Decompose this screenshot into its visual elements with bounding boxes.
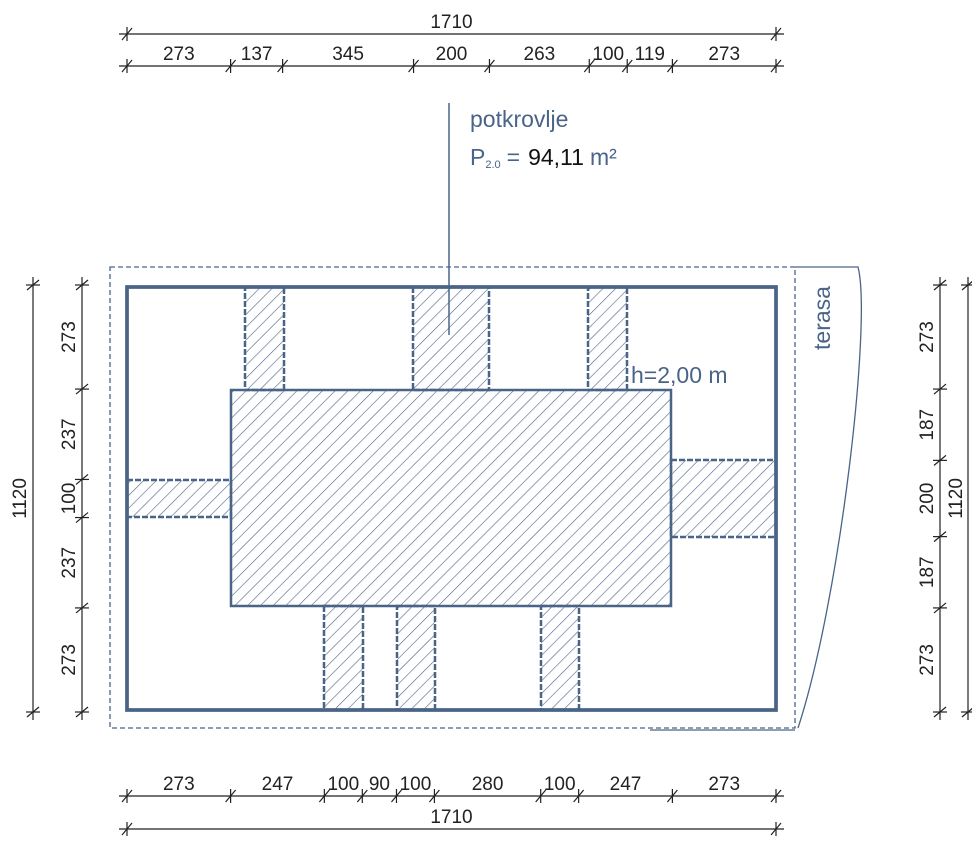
dimension-label: 100 — [327, 774, 359, 795]
terrace-edge — [650, 266, 862, 731]
dimension-label: 137 — [241, 44, 273, 65]
dimension-label: 280 — [472, 774, 504, 795]
area-label: P2.0 = 94,11 m² — [470, 144, 617, 171]
area-value: 94,11 — [528, 144, 584, 170]
dimension-label: 273 — [917, 321, 938, 353]
dimension-label: 237 — [59, 547, 80, 579]
area-unit: m² — [590, 144, 617, 170]
equals: = — [507, 144, 520, 170]
dimension-label: 273 — [917, 644, 938, 676]
dimension-label: 200 — [436, 44, 468, 65]
terrace-outline — [109, 266, 796, 729]
dimension-label: 100 — [544, 774, 576, 795]
dimension-label: 247 — [610, 774, 642, 795]
dimension-label: 119 — [635, 44, 665, 65]
dimension-label: 100 — [400, 774, 432, 795]
dimension-label: 273 — [708, 774, 740, 795]
dimension-label: 187 — [917, 409, 938, 441]
dimension-label: 237 — [59, 418, 80, 450]
dimension-label: 1710 — [430, 807, 472, 828]
dimension-label: 200 — [917, 483, 938, 515]
dimension-label: 187 — [917, 556, 938, 588]
dimension-label: 100 — [59, 483, 80, 515]
dimension-label: 273 — [163, 44, 195, 65]
dimension-label: 1710 — [430, 12, 472, 33]
height-label: h=2,00 m — [631, 362, 728, 388]
dimension-label: 90 — [369, 774, 390, 795]
building-wall — [125, 285, 778, 712]
dimension-label: 247 — [262, 774, 294, 795]
area-symbol: P — [470, 144, 485, 170]
dimension-label: 345 — [332, 44, 364, 65]
room-name: potkrovlje — [470, 106, 568, 132]
dimension-label: 263 — [524, 44, 556, 65]
dimension-label: 100 — [592, 44, 624, 65]
dimension-label: 1120 — [10, 478, 31, 519]
dimension-label: 273 — [59, 644, 80, 676]
dimension-label: 273 — [708, 44, 740, 65]
dimension-label: 1120 — [946, 478, 967, 519]
hatched-area — [125, 285, 778, 712]
terrace-label: terasa — [809, 286, 835, 350]
area-subscript: 2.0 — [485, 159, 500, 171]
dimension-label: 273 — [163, 774, 195, 795]
dimension-label: 273 — [59, 321, 80, 353]
